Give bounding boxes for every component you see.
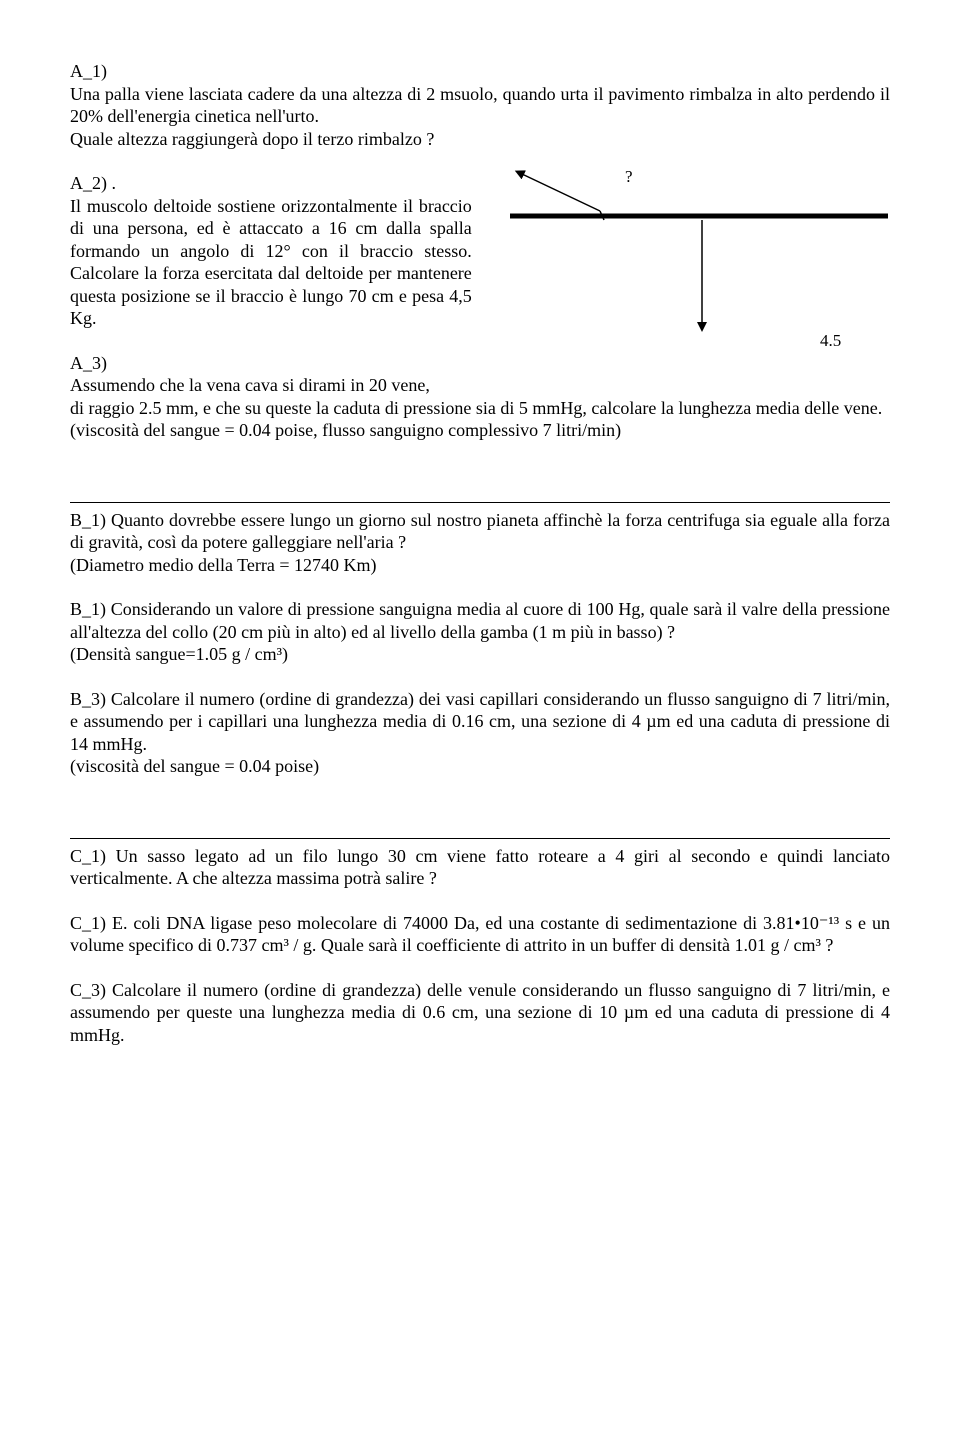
problem-c1a-text: C_1) Un sasso legato ad un filo lungo 30… [70,846,890,889]
problem-a1-question: Quale altezza raggiungerà dopo il terzo … [70,129,434,149]
problem-b3-text: B_3) Calcolare il numero (ordine di gran… [70,689,890,754]
problem-b1a-note: (Diametro medio della Terra = 12740 Km) [70,555,376,575]
problem-a2-text: Il muscolo deltoide sostiene orizzontalm… [70,196,472,329]
diagram-force-label: ? [625,167,633,186]
problem-a2-label: A_2) . [70,172,472,195]
diagram-weight-label: 4.5 [820,331,841,350]
problem-c1b-text: C_1) E. coli DNA ligase peso molecolare … [70,913,890,956]
section-divider-bc [70,838,890,839]
problem-c3: C_3) Calcolare il numero (ordine di gran… [70,979,890,1047]
problem-b3-note: (viscosità del sangue = 0.04 poise) [70,756,319,776]
problem-a2: A_2) . Il muscolo deltoide sostiene oriz… [70,172,890,330]
problem-b1b-text: B_1) Considerando un valore di pressione… [70,599,890,642]
problem-c1-b: C_1) E. coli DNA ligase peso molecolare … [70,912,890,957]
problem-c3-text: C_3) Calcolare il numero (ordine di gran… [70,980,890,1045]
diagram-force-arrow [522,174,600,211]
problem-b3: B_3) Calcolare il numero (ordine di gran… [70,688,890,778]
problem-a1-label: A_1) [70,60,890,83]
problem-b1-b: B_1) Considerando un valore di pressione… [70,598,890,666]
problem-a1: A_1) Una palla viene lasciata cadere da … [70,60,890,150]
problem-a3-rest: di raggio 2.5 mm, e che su queste la cad… [70,398,882,418]
problem-b1a-text: B_1) Quanto dovrebbe essere lungo un gio… [70,510,890,553]
problem-a3-note: (viscosità del sangue = 0.04 poise, flus… [70,420,621,440]
problem-b1b-note: (Densità sangue=1.05 g / cm³) [70,644,288,664]
problem-a3-first: Assumendo che la vena cava si dirami in … [70,374,472,397]
deltoid-diagram: ? 4.5 [470,166,900,376]
problem-c1-a: C_1) Un sasso legato ad un filo lungo 30… [70,845,890,890]
section-divider-ab [70,502,890,503]
problem-a1-text: Una palla viene lasciata cadere da una a… [70,84,890,127]
problem-b1-a: B_1) Quanto dovrebbe essere lungo un gio… [70,509,890,577]
